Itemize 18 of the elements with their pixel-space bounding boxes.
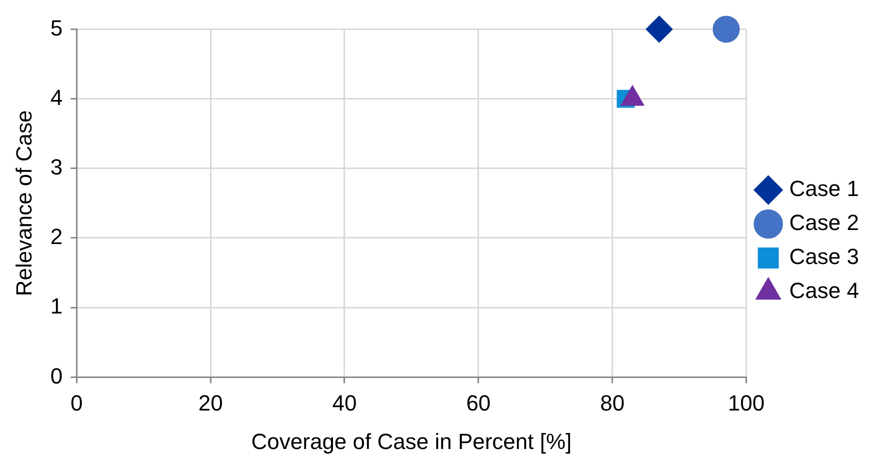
legend-label: Case 2 — [789, 210, 860, 236]
y-axis-title: Relevance of Case — [11, 110, 36, 296]
legend-label: Case 1 — [789, 176, 860, 202]
legend-label: Case 4 — [789, 278, 860, 304]
x-tick-label: 80 — [600, 390, 625, 416]
y-tick-label: 0 — [50, 363, 63, 388]
y-tick-label: 5 — [50, 15, 63, 40]
y-tick-label: 2 — [50, 224, 63, 250]
y-tick-label: 1 — [50, 294, 63, 319]
x-tick-label: 40 — [332, 390, 357, 416]
x-axis-title: Coverage of Case in Percent [%] — [251, 428, 572, 454]
y-tick-label: 4 — [50, 84, 63, 110]
x-tick-label: 100 — [728, 390, 765, 416]
x-tick-label: 20 — [198, 390, 223, 416]
x-tick-label: 0 — [70, 390, 83, 416]
y-tick-label: 3 — [50, 154, 63, 180]
legend-label: Case 3 — [789, 244, 860, 270]
x-tick-label: 60 — [466, 390, 491, 416]
